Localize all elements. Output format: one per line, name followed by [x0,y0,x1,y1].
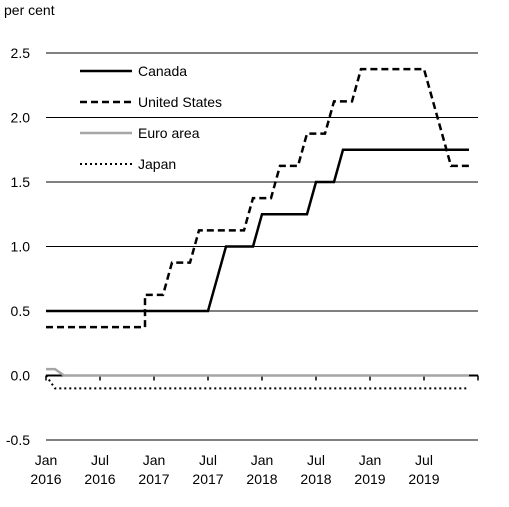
x-tick-label-year: 2018 [300,471,331,487]
series-line-canada [46,148,469,313]
series-line-japan [45,374,469,390]
x-tick-label-year: 2016 [84,471,115,487]
x-tick-label-year: 2019 [354,471,385,487]
x-tick-label-month: Jan [359,452,382,468]
y-tick-label: 2.0 [11,110,31,126]
x-tick-label-year: 2017 [138,471,169,487]
series-lines [45,67,469,390]
y-tick-label: 0.0 [11,368,31,384]
x-tick-label-year: 2016 [30,471,61,487]
x-axis: Jan 2016 Jul 2016 Jan 2017 Jul 2017 Jan 2018 Jul 20… [30,374,479,487]
legend-label: Canada [138,63,187,79]
series-line-united-states [46,67,469,329]
legend-label: Euro area [138,125,200,141]
x-tick-label-month: Jul [415,452,433,468]
x-tick-label-year: 2019 [408,471,439,487]
x-tick-label-month: Jul [307,452,325,468]
series-line-euro-area [46,367,469,377]
x-tick-label-month: Jul [91,452,109,468]
x-tick-label-year: 2018 [246,471,277,487]
legend-label: United States [138,94,222,110]
y-tick-label: 1.0 [11,239,31,255]
x-tick-label-month: Jan [143,452,166,468]
y-tick-label: 1.5 [11,174,31,190]
x-tick-label-month: Jan [35,452,58,468]
y-axis-ticks: -0.5 0.0 0.5 1.0 1.5 2.0 2.5 [6,45,30,448]
x-tick-label-month: Jul [199,452,217,468]
unit-label: per cent [4,2,55,18]
y-tick-label: 0.5 [11,303,31,319]
gridlines [46,52,478,441]
legend: Canada United States Euro area Japan [80,63,222,172]
legend-label: Japan [138,156,176,172]
y-tick-label: -0.5 [6,432,30,448]
y-tick-label: 2.5 [11,45,31,61]
x-tick-label-month: Jan [251,452,274,468]
x-tick-label-year: 2017 [192,471,223,487]
